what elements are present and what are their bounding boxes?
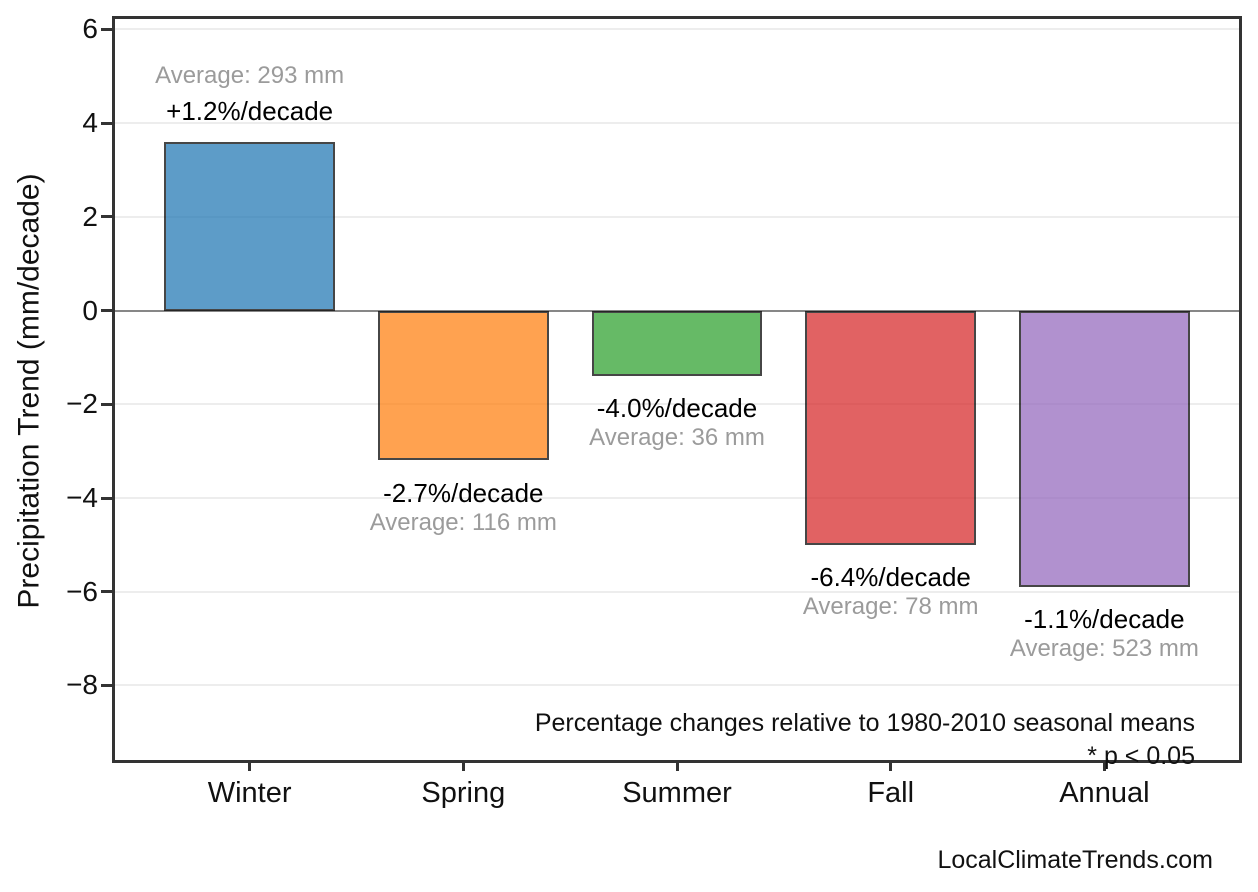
bar-annual[interactable] bbox=[1018, 310, 1190, 588]
gridline bbox=[115, 684, 1239, 687]
gridline bbox=[115, 122, 1239, 125]
xtick-label-fall: Fall bbox=[867, 777, 915, 809]
bar-annotation-avg: Average: 116 mm bbox=[369, 508, 557, 536]
xtick-mark bbox=[1102, 760, 1106, 771]
gridline bbox=[115, 403, 1239, 406]
ytick-mark bbox=[101, 215, 112, 219]
xtick-mark bbox=[248, 760, 252, 771]
bar-annotation-avg: Average: 523 mm bbox=[1009, 635, 1199, 663]
ytick-mark bbox=[101, 309, 112, 313]
ytick-label: −2 bbox=[66, 388, 98, 420]
bar-summer[interactable] bbox=[591, 310, 763, 377]
ytick-mark bbox=[101, 683, 112, 687]
bar-annotation-avg: Average: 78 mm bbox=[802, 592, 979, 620]
xtick-mark bbox=[461, 760, 465, 771]
ytick-mark bbox=[101, 121, 112, 125]
bar-annotation-pct: -1.1%/decade bbox=[1024, 604, 1185, 635]
ytick-label: −6 bbox=[66, 575, 98, 607]
note-significance: * p < 0.05 bbox=[1087, 742, 1195, 770]
xtick-label-summer: Summer bbox=[622, 777, 732, 809]
ytick-mark bbox=[101, 496, 112, 500]
ytick-label: 6 bbox=[82, 13, 98, 45]
xtick-label-winter: Winter bbox=[207, 777, 292, 809]
ytick-label: 2 bbox=[82, 200, 98, 232]
bar-spring[interactable] bbox=[377, 310, 549, 461]
plot-area: Percentage changes relative to 1980-2010… bbox=[112, 16, 1242, 770]
gridline bbox=[115, 28, 1239, 31]
gridline bbox=[115, 215, 1239, 218]
bar-annotation-pct: -4.0%/decade bbox=[596, 393, 758, 424]
ytick-label: 4 bbox=[82, 107, 98, 139]
ytick-label: −8 bbox=[66, 669, 98, 701]
bar-annotation-pct: +1.2%/decade bbox=[166, 95, 334, 126]
watermark-text: LocalClimateTrends.com bbox=[937, 846, 1213, 874]
note-relative-means: Percentage changes relative to 1980-2010… bbox=[534, 709, 1195, 737]
bar-winter[interactable] bbox=[164, 141, 336, 311]
ytick-mark bbox=[101, 402, 112, 406]
xtick-mark bbox=[889, 760, 893, 771]
ytick-mark bbox=[101, 590, 112, 594]
xtick-label-spring: Spring bbox=[421, 777, 506, 809]
ytick-label: −4 bbox=[66, 482, 98, 513]
xtick-label-annual: Annual bbox=[1059, 777, 1150, 809]
ytick-label: 0 bbox=[82, 294, 98, 326]
plot-notes: Percentage changes relative to 1980-2010… bbox=[535, 707, 1195, 773]
xtick-mark bbox=[675, 760, 679, 771]
bar-fall[interactable] bbox=[805, 310, 977, 545]
bar-annotation-avg: Average: 293 mm bbox=[155, 61, 345, 89]
bar-annotation-avg: Average: 36 mm bbox=[589, 424, 765, 452]
bar-annotation-pct: -6.4%/decade bbox=[810, 561, 971, 592]
gridline bbox=[115, 590, 1239, 593]
bar-annotation-pct: -2.7%/decade bbox=[383, 477, 544, 508]
ytick-mark bbox=[101, 27, 112, 31]
gridline bbox=[115, 497, 1239, 499]
